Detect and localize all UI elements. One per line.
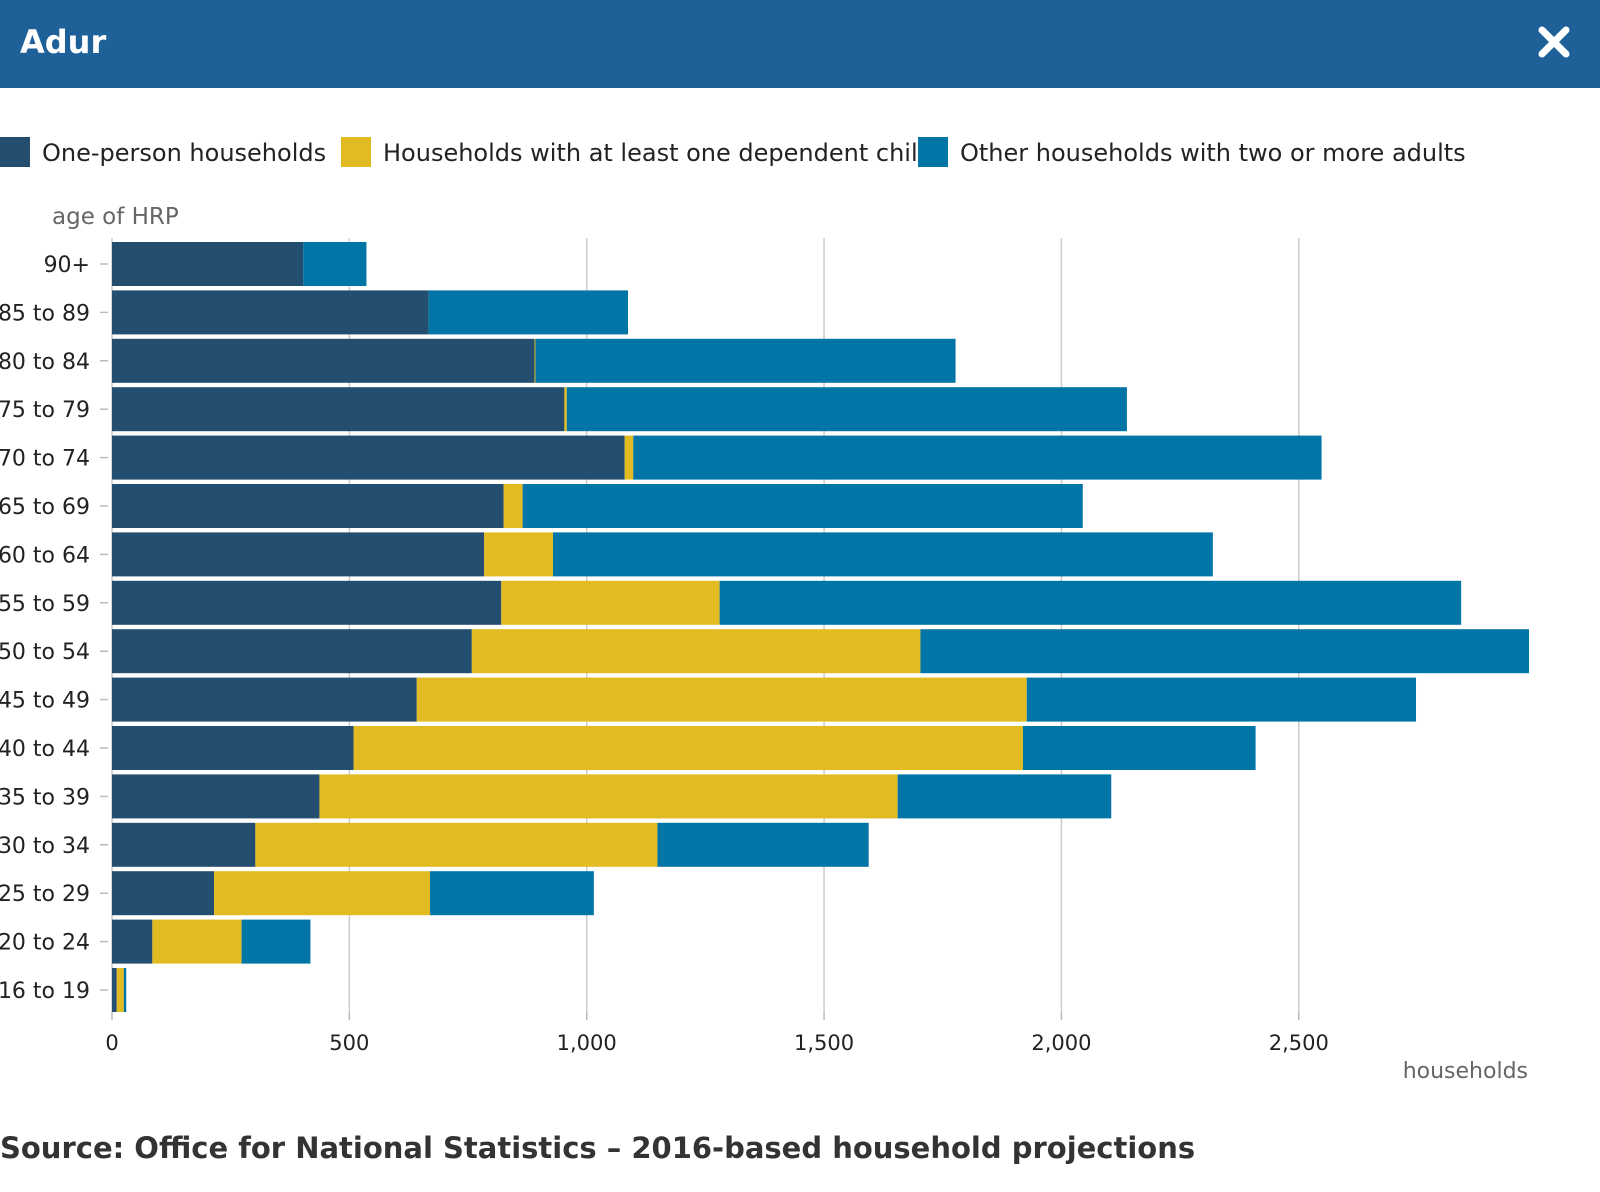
bar-segment[interactable] (1022, 726, 1256, 770)
bar-segment[interactable] (353, 726, 1023, 770)
legend-swatch-other-adults (918, 137, 948, 167)
legend-swatch-dependent-child (341, 137, 371, 167)
bar-segment[interactable] (319, 774, 898, 819)
x-tick-label: 1,000 (557, 1031, 617, 1055)
bar-segment[interactable] (534, 338, 536, 383)
y-tick-label: 16 to 19 (0, 979, 90, 1004)
bar-segment[interactable] (112, 871, 215, 916)
y-tick-label: 25 to 29 (0, 882, 90, 907)
x-tick-label: 2,000 (1031, 1031, 1091, 1055)
bar-segment[interactable] (719, 580, 1462, 625)
bar-segment[interactable] (564, 387, 567, 432)
bar-segment[interactable] (112, 532, 485, 577)
bar-segment[interactable] (112, 968, 117, 1012)
bar-segment[interactable] (471, 629, 921, 674)
bar-segment[interactable] (116, 968, 124, 1012)
close-button[interactable] (1534, 22, 1574, 62)
bar-segment[interactable] (897, 774, 1112, 819)
y-tick-label: 35 to 39 (0, 785, 90, 810)
y-tick-label: 50 to 54 (0, 640, 90, 665)
bar-segment[interactable] (112, 387, 565, 432)
bar-segment[interactable] (112, 580, 502, 625)
bar-segment[interactable] (428, 290, 629, 335)
bar-segment[interactable] (1026, 677, 1417, 722)
y-tick-label: 85 to 89 (0, 301, 90, 326)
y-tick-label: 55 to 59 (0, 592, 90, 617)
close-icon (1538, 26, 1570, 58)
legend-swatch-one-person (0, 137, 30, 167)
page-title: Adur (20, 23, 107, 61)
bar-segment[interactable] (501, 580, 720, 625)
legend-label-one-person: One-person households (42, 139, 327, 167)
bar-segment[interactable] (633, 435, 1322, 480)
y-tick-label: 40 to 44 (0, 737, 90, 762)
legend-label-other-adults: Other households with two or more adults (960, 139, 1466, 167)
bar-segment[interactable] (920, 629, 1529, 674)
bar-segment[interactable] (430, 871, 594, 916)
bar-segment[interactable] (112, 290, 429, 335)
bar-segment[interactable] (303, 242, 367, 286)
x-tick-label: 0 (105, 1031, 118, 1055)
y-tick-label: 75 to 79 (0, 398, 90, 423)
chart-legend: One-person households Households with at… (0, 134, 1600, 174)
bar-segment[interactable] (535, 338, 956, 383)
bar-segment[interactable] (112, 774, 320, 819)
y-axis-ticks: 90+ 85 to 89 80 to 84 75 to 79 70 to 74 65 to… (0, 253, 108, 1004)
header-bar: Adur (0, 0, 1600, 88)
bars (112, 242, 1529, 1012)
bar-segment[interactable] (112, 726, 354, 770)
bar-segment[interactable] (484, 532, 554, 577)
x-tick-label: 2,500 (1269, 1031, 1329, 1055)
source-note: Source: Office for National Statistics –… (0, 1131, 1196, 1165)
bar-segment[interactable] (112, 435, 625, 480)
bar-segment[interactable] (503, 484, 523, 528)
y-axis-label: age of HRP (52, 204, 179, 230)
y-tick-label: 65 to 69 (0, 495, 90, 520)
bar-segment[interactable] (522, 484, 1083, 528)
bar-segment[interactable] (553, 532, 1213, 577)
bar-segment[interactable] (624, 435, 634, 480)
stacked-bar-chart: age of HRP 90+ 85 to 89 80 to 84 75 to 79 70… (0, 204, 1529, 1084)
x-tick-label: 500 (329, 1031, 369, 1055)
y-tick-label: 30 to 34 (0, 834, 90, 859)
bar-segment[interactable] (112, 338, 535, 383)
y-tick-label: 45 to 49 (0, 689, 90, 714)
bar-segment[interactable] (241, 919, 311, 964)
bar-segment[interactable] (112, 919, 153, 964)
bar-segment[interactable] (112, 822, 256, 867)
bar-segment[interactable] (152, 919, 242, 964)
y-tick-label: 80 to 84 (0, 350, 90, 375)
y-tick-label: 20 to 24 (0, 931, 90, 956)
y-tick-label: 60 to 64 (0, 543, 90, 568)
x-tick-label: 1,500 (794, 1031, 854, 1055)
bar-segment[interactable] (112, 629, 472, 674)
bar-segment[interactable] (112, 677, 417, 722)
y-tick-label: 70 to 74 (0, 447, 90, 472)
bar-segment[interactable] (214, 871, 431, 916)
x-axis-label: households (1403, 1059, 1528, 1084)
bar-segment[interactable] (123, 968, 127, 1012)
bar-segment[interactable] (112, 242, 304, 286)
y-tick-label: 90+ (44, 253, 90, 278)
legend-label-dependent-child: Households with at least one dependent c… (383, 139, 933, 167)
x-axis-ticks: 0 500 1,000 1,500 2,000 2,500 (105, 1012, 1329, 1055)
bar-segment[interactable] (566, 387, 1127, 432)
bar-segment[interactable] (255, 822, 658, 867)
bar-segment[interactable] (657, 822, 869, 867)
bar-segment[interactable] (112, 484, 504, 528)
bar-segment[interactable] (416, 677, 1027, 722)
